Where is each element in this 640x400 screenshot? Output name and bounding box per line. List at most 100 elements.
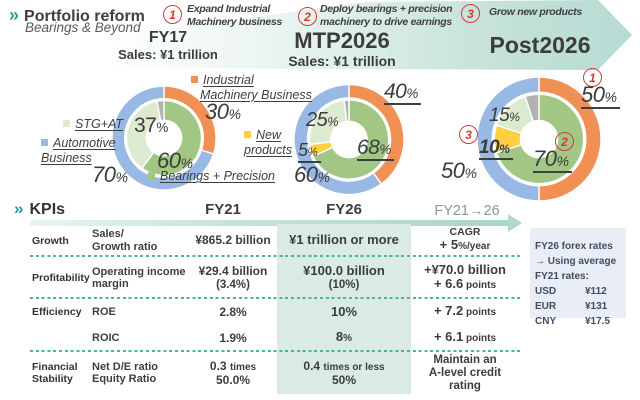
kpi-value-line: + 7.2 points	[434, 303, 496, 321]
kpi-value-text: (3.4%)	[216, 279, 250, 292]
donut-segment	[111, 85, 215, 191]
fy17-automotive-share-text: %	[115, 169, 129, 185]
mtp-bearings-share: 68%	[357, 137, 395, 161]
kpi-value-line: 50%	[331, 372, 357, 387]
kpi-fy21-value: ¥29.4 billion (3.4%)	[183, 257, 283, 299]
legend-new-products-text: New	[244, 128, 292, 143]
mtp-industrial-share: 40%	[384, 80, 422, 105]
kpi-value-line: 0.3 times	[209, 358, 257, 374]
mtp-new-share: 5%	[298, 141, 321, 163]
column-header-fy21: FY21	[205, 201, 241, 218]
legend-automotive-text-text: Business	[41, 150, 92, 165]
mtp-automotive-share-text: %	[317, 169, 331, 185]
kpi-table-row: ROIC 1.9% 8% + 6.1 points	[30, 325, 522, 352]
kpi-value-text: 2.8%	[219, 304, 247, 319]
kpi-category: Efficiency	[32, 299, 94, 325]
legend-new-products-text: products	[244, 143, 292, 158]
kpi-value-text: 50.0%	[215, 372, 251, 387]
kpi-fy26-value: 0.4 times or less 50%	[277, 352, 411, 394]
annotation-3-number-icon: 3	[461, 4, 480, 23]
kpi-metric: ROIC	[92, 325, 192, 352]
kpi-section-title-text: KPIs	[29, 201, 66, 218]
kpi-section-title: » KPIs	[14, 199, 65, 219]
forex-rate-usd-text: USD	[535, 286, 557, 297]
kpi-metric: Sales/Growth ratio	[92, 224, 192, 257]
legend-stg-at-text-text: STG+AT	[75, 117, 124, 131]
forex-note-text: FY26 forex rates	[535, 241, 613, 252]
kpi-value-line: 50.0%	[215, 372, 251, 387]
kpi-value-line: 10%	[331, 304, 357, 320]
kpi-value-text: Maintain an	[433, 353, 497, 366]
post-stg-share-text: 15	[489, 105, 510, 126]
orange-square-icon	[191, 76, 198, 83]
legend-industrial-machinery-text: Machinery Business	[200, 88, 312, 103]
post-industrial-share-text: 50	[581, 82, 605, 107]
kpi-fy26-value: 8%	[277, 325, 411, 352]
annotation-1-text-text: Machinery business	[187, 15, 282, 28]
kpi-value-text: rating	[449, 379, 481, 392]
kpi-change-value: Maintain an A-level credit rating	[406, 352, 524, 394]
post-number-1-icon: 1	[583, 68, 602, 87]
chart-title-fy17: FY17 Sales: ¥1 trillion	[98, 29, 238, 62]
fy17-stg-share-text: 37	[134, 114, 157, 137]
kpi-metric-line: Operating income	[92, 265, 186, 278]
blue-square-icon	[41, 139, 48, 146]
post-number-2-icon: 2	[555, 132, 574, 151]
kpi-table-row: Efficiency ROE 2.8% 10% + 7.2 points	[30, 299, 522, 325]
kpi-fy21-value: 2.8%	[183, 299, 283, 325]
legend-industrial-machinery-text: Industrial	[191, 73, 312, 88]
annotation-3-text: Grow new products	[489, 6, 582, 19]
kpi-category: Growth	[32, 224, 94, 257]
kpi-value-text: ¥865.2 billion	[195, 233, 271, 248]
donut-chart-fy17	[111, 85, 217, 191]
kpi-value-line: 0.4 times or less	[303, 358, 384, 374]
legend-new-products-text-text: products	[244, 142, 292, 157]
kpi-metric: ROE	[92, 299, 192, 325]
post-stg-share-text: %	[509, 110, 520, 124]
chart-title-mtp2026-text: Sales: ¥1 trillion	[288, 53, 396, 70]
donut-segment	[156, 99, 165, 122]
kpi-category	[32, 325, 94, 352]
chart-title-post2026-text: Post2026	[489, 32, 591, 58]
forex-rate-cny-text: ¥17.5	[585, 316, 611, 327]
lightgreen-square-icon	[63, 120, 70, 127]
kpi-change-value: +¥70.0 billion + 6.6 points	[406, 257, 524, 299]
forex-rate-eur-text: ¥131	[585, 301, 608, 312]
mtp-industrial-share-text: 40	[384, 80, 407, 103]
chevron-icon: »	[14, 199, 24, 218]
kpi-value-text: 0.3	[209, 358, 230, 373]
header-arrow-tip-icon	[508, 214, 522, 232]
kpi-value-unit: times	[229, 361, 257, 373]
post-new-share-text: 10	[479, 137, 500, 158]
kpi-value-text: CAGR	[449, 225, 481, 238]
kpi-metric: Net D/E ratio Equity Ratio	[92, 352, 192, 394]
annotation-1-text-text: Expand Industrial	[187, 3, 270, 15]
chart-title-fy17-text: FY17	[148, 29, 188, 46]
green-square-icon	[148, 172, 155, 179]
forex-note: FY26 forex rates → Using average FY21 ra…	[530, 228, 626, 327]
kpi-value-text: ¥29.4 billion	[198, 263, 268, 278]
chevron-icon: »	[9, 5, 20, 25]
post-stg-share: 15%	[489, 106, 520, 125]
kpi-value-line: ¥29.4 billion	[199, 264, 268, 279]
kpi-fy21-value: 0.3 times 50.0%	[183, 352, 283, 394]
annotation-2-text: Deploy bearings + precision machinery to …	[320, 3, 453, 28]
post-bearings-share: 70%	[533, 146, 573, 173]
kpi-change-value: + 6.1 points	[406, 325, 524, 352]
legend-industrial-machinery-text-text: Industrial	[203, 73, 254, 87]
kpi-value-line: Maintain an	[433, 354, 496, 367]
kpi-value-text: 1.9%	[219, 331, 247, 346]
fy17-automotive-share-text: 70	[92, 162, 116, 187]
forex-rate-cny-text: CNY	[535, 316, 557, 327]
fy17-bearings-share-text: 60	[157, 148, 181, 173]
kpi-fy26-value: ¥1 trillion or more	[277, 224, 411, 257]
post-number-3-icon: 3	[459, 125, 478, 144]
kpi-category-line: Profitability	[32, 272, 90, 284]
post-bearings-share-text: 70	[533, 146, 557, 171]
kpi-value-text: 50%	[331, 372, 357, 387]
kpi-value-line: ¥1 trillion or more	[289, 233, 399, 248]
kpi-value-text: 0.4	[303, 358, 324, 373]
donut-segment	[476, 76, 540, 202]
kpi-metric: Operating income margin	[92, 257, 192, 299]
